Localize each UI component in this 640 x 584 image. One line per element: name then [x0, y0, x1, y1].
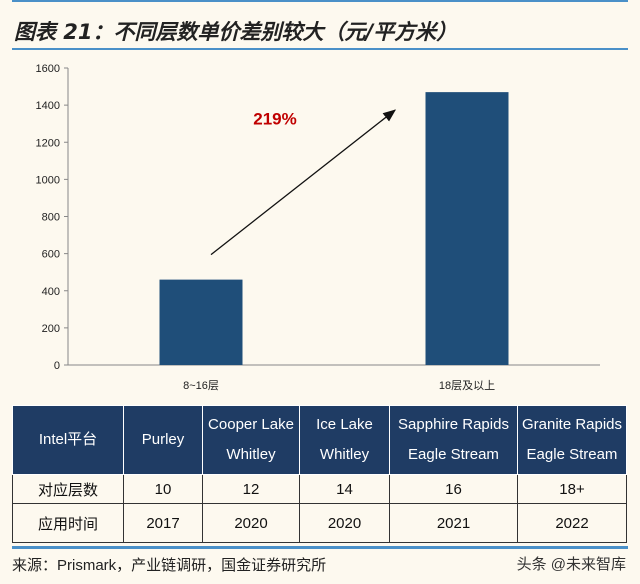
header-cell: Purley — [123, 405, 203, 475]
bar-chart: 0 200 400 600 800 1000 1200 1400 1600 8~16层 18层及以上… — [36, 63, 600, 392]
header-cell: Cooper Lake Whitley — [202, 405, 300, 475]
y-tick-label: 600 — [42, 249, 60, 261]
growth-annotation: 219% — [253, 109, 296, 128]
y-tick-label: 800 — [42, 212, 60, 224]
table-cell: 2017 — [123, 503, 203, 543]
table-cell: 14 — [299, 474, 390, 504]
y-tick-label: 1000 — [36, 174, 60, 186]
y-tick-label: 1400 — [36, 100, 60, 112]
x-tick-label: 8~16层 — [183, 379, 219, 392]
x-tick-label: 18层及以上 — [439, 379, 495, 392]
table-cell: 2022 — [517, 503, 627, 543]
table-cell: 10 — [123, 474, 203, 504]
title-divider — [12, 48, 628, 50]
table-cell: 2020 — [202, 503, 300, 543]
table-cell: 对应层数 — [12, 474, 124, 504]
table-cell: 16 — [389, 474, 518, 504]
y-tick-label: 0 — [54, 360, 60, 372]
bar — [425, 92, 509, 365]
header-cell: Ice Lake Whitley — [299, 405, 390, 475]
table-cell: 应用时间 — [12, 503, 124, 543]
watermark: 头条 @未来智库 — [516, 556, 626, 573]
y-tick-label: 200 — [42, 323, 60, 335]
table-cell: 2020 — [299, 503, 390, 543]
header-cell: Granite Rapids Eagle Stream — [517, 405, 627, 475]
table-row: 应用时间 2017 2020 2020 2021 2022 — [12, 503, 627, 543]
header-cell: Sapphire Rapids Eagle Stream — [389, 405, 518, 475]
source-note: 来源：Prismark，产业链调研，国金证券研究所 — [12, 557, 327, 574]
top-divider — [12, 0, 628, 2]
figure-title: 图表 21：不同层数单价差别较大（元/平方米） — [14, 20, 458, 44]
y-tick-label: 1200 — [36, 137, 60, 149]
table-row: 对应层数 10 12 14 16 18+ — [12, 474, 627, 504]
table-header-row: Intel平台 Purley Cooper Lake Whitley Ice L… — [12, 405, 627, 475]
y-tick-label: 1600 — [36, 63, 60, 75]
growth-arrow — [210, 109, 397, 256]
y-tick-label: 400 — [42, 286, 60, 298]
platform-table: Intel平台 Purley Cooper Lake Whitley Ice L… — [12, 405, 627, 543]
table-cell: 12 — [202, 474, 300, 504]
table-cell: 2021 — [389, 503, 518, 543]
bar — [159, 279, 243, 365]
header-cell: Intel平台 — [12, 405, 124, 475]
source-divider — [12, 546, 628, 549]
table-cell: 18+ — [517, 474, 627, 504]
